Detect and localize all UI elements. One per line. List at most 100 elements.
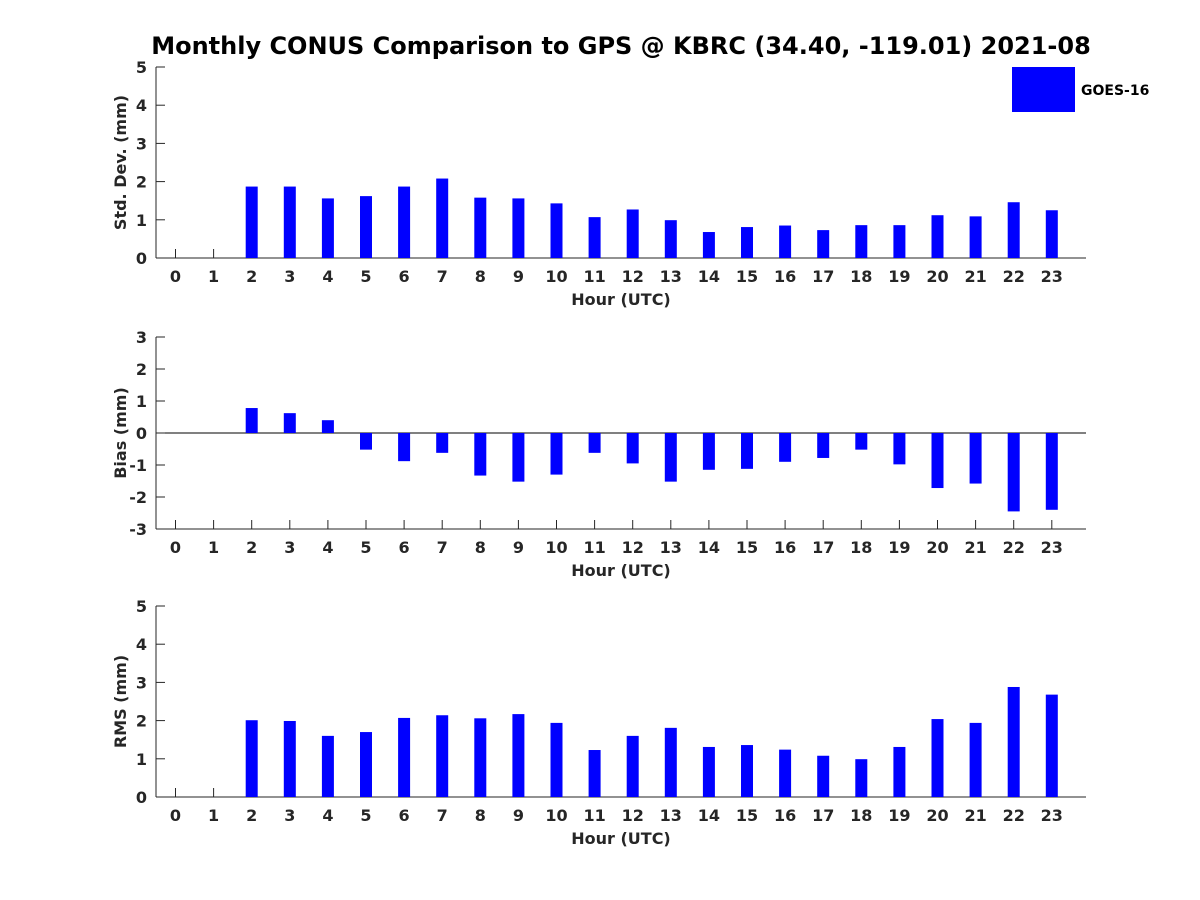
x-tick-label: 19 (888, 267, 910, 286)
bar (588, 433, 601, 453)
x-tick-label: 13 (660, 806, 682, 825)
x-tick-label: 14 (698, 806, 720, 825)
x-tick-label: 2 (246, 267, 257, 286)
x-tick-label: 17 (812, 267, 834, 286)
bar (512, 433, 525, 482)
x-tick-label: 3 (284, 806, 295, 825)
y-tick-label: 3 (136, 134, 147, 153)
bar (512, 198, 525, 258)
x-tick-label: 4 (322, 267, 333, 286)
y-tick-label: 0 (136, 249, 147, 268)
bar (245, 408, 258, 433)
y-tick-label: 0 (136, 424, 147, 443)
y-tick-label: 3 (136, 673, 147, 692)
bar (474, 433, 487, 476)
x-tick-label: 10 (545, 267, 567, 286)
bar (474, 718, 487, 797)
y-tick-label: 5 (136, 597, 147, 616)
bar (1007, 433, 1020, 512)
bar (626, 209, 639, 258)
x-tick-label: 22 (1003, 806, 1025, 825)
x-tick-label: 16 (774, 806, 796, 825)
x-tick-label: 15 (736, 267, 758, 286)
x-tick-label: 19 (888, 806, 910, 825)
bar (817, 230, 830, 258)
y-axis-label: Bias (mm) (111, 387, 130, 479)
x-tick-label: 18 (850, 538, 872, 557)
x-tick-label: 16 (774, 538, 796, 557)
x-tick-label: 4 (322, 806, 333, 825)
x-tick-label: 20 (926, 806, 948, 825)
bar (893, 225, 906, 258)
bar (702, 746, 715, 797)
bar (245, 186, 258, 258)
bar (588, 750, 601, 797)
x-tick-label: 21 (964, 267, 986, 286)
x-tick-label: 1 (208, 806, 219, 825)
bar (931, 719, 944, 797)
x-axis-label: Hour (UTC) (571, 829, 671, 848)
bar (283, 720, 296, 797)
x-tick-label: 20 (926, 267, 948, 286)
bar (1045, 210, 1058, 258)
bar (1045, 694, 1058, 797)
bar (474, 197, 487, 258)
bar (664, 727, 677, 797)
y-tick-label: 2 (136, 360, 147, 379)
bar (817, 755, 830, 797)
bar (283, 186, 296, 258)
bar (436, 178, 449, 258)
bar (969, 216, 982, 258)
bar (779, 433, 792, 462)
bar (626, 433, 639, 464)
y-tick-label: 3 (136, 328, 147, 347)
x-tick-label: 6 (399, 538, 410, 557)
bar (245, 720, 258, 797)
bar (702, 433, 715, 470)
x-tick-label: 7 (437, 806, 448, 825)
bar (931, 215, 944, 258)
x-tick-label: 9 (513, 538, 524, 557)
bar (664, 220, 677, 258)
x-tick-label: 2 (246, 538, 257, 557)
bar (741, 227, 753, 258)
y-axis-label: Std. Dev. (mm) (111, 95, 130, 230)
x-tick-label: 14 (698, 538, 720, 557)
bar (741, 433, 753, 469)
y-axis-label: RMS (mm) (111, 655, 130, 748)
bar (321, 420, 334, 433)
y-tick-label: 1 (136, 392, 147, 411)
bar (588, 217, 601, 258)
y-tick-label: 4 (136, 96, 147, 115)
x-tick-label: 5 (360, 267, 371, 286)
y-tick-label: -3 (129, 520, 147, 539)
bar (855, 225, 868, 258)
x-tick-label: 17 (812, 806, 834, 825)
x-tick-label: 6 (399, 806, 410, 825)
x-tick-label: 11 (583, 267, 605, 286)
bar (893, 746, 906, 797)
bar (360, 196, 372, 258)
bar (969, 722, 982, 797)
bar (741, 745, 753, 797)
bar (931, 433, 944, 489)
bar (855, 759, 868, 797)
x-tick-label: 8 (475, 538, 486, 557)
bar (360, 732, 372, 797)
bar (779, 225, 792, 258)
bar (969, 433, 982, 484)
bar (398, 433, 411, 462)
x-tick-label: 12 (622, 538, 644, 557)
x-tick-label: 23 (1041, 267, 1063, 286)
x-tick-label: 22 (1003, 267, 1025, 286)
y-tick-label: 2 (136, 712, 147, 731)
x-tick-label: 12 (622, 806, 644, 825)
x-axis-label: Hour (UTC) (571, 561, 671, 580)
x-tick-label: 1 (208, 538, 219, 557)
x-tick-label: 12 (622, 267, 644, 286)
bar (1045, 433, 1058, 510)
y-tick-label: 5 (136, 58, 147, 77)
